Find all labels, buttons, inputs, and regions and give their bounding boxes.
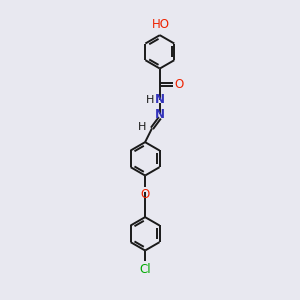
Text: N: N xyxy=(155,93,165,106)
Text: O: O xyxy=(140,188,150,201)
Text: H: H xyxy=(146,94,154,105)
Text: Cl: Cl xyxy=(139,263,151,276)
Text: N: N xyxy=(155,108,165,121)
Text: H: H xyxy=(138,122,146,132)
Text: HO: HO xyxy=(152,18,170,31)
Text: O: O xyxy=(174,78,183,91)
